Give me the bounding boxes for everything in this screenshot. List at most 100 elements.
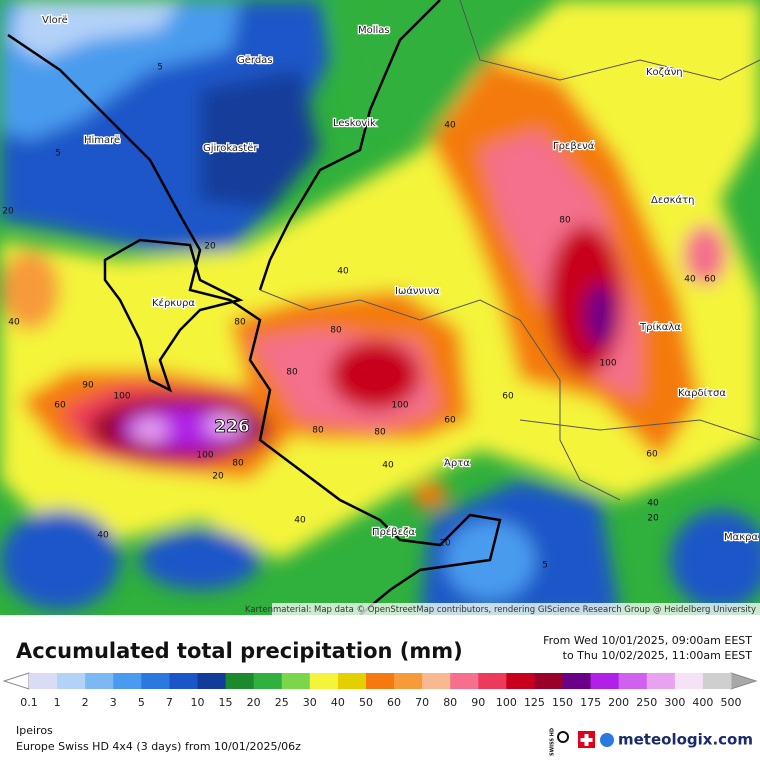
contour-label: 40	[647, 499, 659, 509]
legend-swatch	[394, 673, 423, 689]
precip-field	[0, 0, 760, 615]
contour-label: 60	[646, 450, 658, 460]
brand: meteologix.com	[618, 731, 753, 749]
contour-label: 40	[97, 531, 109, 541]
contour-label: 20	[2, 207, 14, 217]
legend-swatch	[365, 673, 395, 689]
legend-tick-label: 400	[692, 696, 713, 709]
place-label: Πρέβεζα	[372, 526, 415, 538]
legend-tick-label: 500	[721, 696, 742, 709]
contour-label: 60	[704, 275, 716, 285]
legend-tick-label: 40	[331, 696, 345, 709]
place-label: Καρδίτσα	[678, 387, 726, 399]
precip-zone	[330, 0, 520, 130]
contour-label: 5	[157, 63, 163, 73]
island-corfu	[103, 238, 244, 393]
contour-label: 80	[234, 318, 246, 328]
legend-swatch	[57, 673, 86, 689]
legend-tick-label: 100	[496, 696, 517, 709]
precip-zone	[585, 283, 615, 347]
legend-swatch	[702, 673, 732, 689]
place-label: Κοζάνη	[646, 66, 683, 78]
contour-label: 100	[391, 401, 408, 411]
contour-label: 20	[204, 242, 216, 252]
contour-label: 40	[337, 267, 349, 277]
contour-label: 20	[212, 472, 224, 482]
precip-zone	[683, 225, 727, 285]
legend-swatch	[478, 673, 507, 689]
legend-tick-label: 30	[303, 696, 317, 709]
place-label: Ιωάννινα	[395, 285, 440, 297]
legend-tick-label: 150	[552, 696, 573, 709]
legend-tick-label: 80	[443, 696, 457, 709]
legend-tick-label: 15	[219, 696, 233, 709]
admin-borders	[259, 0, 760, 501]
contour-label: 5	[55, 149, 61, 159]
legend-swatch	[562, 673, 592, 689]
precip-zone	[330, 340, 420, 410]
attribution: Kartenmaterial: Map data © OpenStreetMap…	[245, 605, 756, 615]
contour-label: 40	[294, 516, 306, 526]
contour-label: 5	[542, 561, 548, 571]
contour-label: 80	[559, 216, 571, 226]
place-label: Άρτα	[444, 457, 470, 469]
legend-tick-label: 0.1	[20, 696, 38, 709]
contour-label: 20	[439, 539, 451, 549]
legend-swatch	[422, 673, 451, 689]
contour-label: 90	[82, 381, 94, 391]
contour-label: 100	[599, 359, 616, 369]
precip-zone	[140, 530, 260, 590]
legend-tick-label: 300	[664, 696, 685, 709]
contour-labels: 5 5 20 40 20 40 80 40 60 40 80 80 80 100 90 100 60 100 80 6…	[2, 63, 716, 571]
legend-swatch	[590, 673, 620, 689]
contour-label: 80	[374, 428, 386, 438]
contour-label: 60	[54, 401, 66, 411]
contour-label: 40	[382, 461, 394, 471]
places: Vlorë Mollas Gërdas Leskovik Himarë Gjir…	[41, 14, 760, 545]
contour-label: 100	[113, 392, 130, 402]
legend-arrow-low	[2, 672, 30, 690]
legend-tick-label: 2	[82, 696, 89, 709]
legend-swatch	[253, 673, 283, 689]
legend-tick-label: 7	[166, 696, 173, 709]
legend-swatch	[197, 673, 227, 689]
coastline	[7, 33, 502, 615]
legend-swatch	[534, 673, 564, 689]
logo-mark	[600, 733, 614, 747]
precip-zone	[132, 418, 168, 442]
map: Vlorë Mollas Gërdas Leskovik Himarë Gjir…	[0, 0, 760, 615]
legend-swatch	[29, 673, 58, 689]
legend-tick-label: 175	[580, 696, 601, 709]
legend-tick-label: 70	[415, 696, 429, 709]
legend-tick-label: 5	[138, 696, 145, 709]
precip-zone	[200, 70, 320, 210]
legend-swatch	[337, 673, 367, 689]
legend-tick-label: 1	[54, 696, 61, 709]
legend-tick-label: 50	[359, 696, 373, 709]
precip-zone	[205, 413, 245, 437]
legend-swatch	[141, 673, 170, 689]
legend-swatch	[506, 673, 535, 689]
legend-tick-label: 200	[608, 696, 629, 709]
border	[258, 0, 441, 291]
model-info: Europe Swiss HD 4x4 (3 days) from 10/01/…	[16, 740, 301, 753]
logo-cross	[580, 734, 593, 746]
precip-zone	[412, 481, 448, 509]
legend-swatch	[646, 673, 676, 689]
logo-lens	[557, 731, 569, 743]
place-label: Himarë	[84, 135, 120, 146]
place-label: Vlorë	[42, 15, 68, 26]
contour-label: 100	[196, 451, 213, 461]
contour-label: 20	[647, 514, 659, 524]
legend-swatch	[85, 673, 114, 689]
place-label: Μακρα	[724, 532, 758, 543]
legend-tick-label: 25	[275, 696, 289, 709]
contour-label: 60	[444, 416, 456, 426]
contour-label: 40	[684, 275, 696, 285]
legend-tick-label: 20	[247, 696, 261, 709]
legend-tick-label: 60	[387, 696, 401, 709]
legend-swatch	[169, 673, 198, 689]
period-from: From Wed 10/01/2025, 09:00am EEST	[543, 634, 752, 647]
place-label: Τρίκαλα	[639, 321, 681, 333]
max-label: 226	[214, 417, 250, 437]
